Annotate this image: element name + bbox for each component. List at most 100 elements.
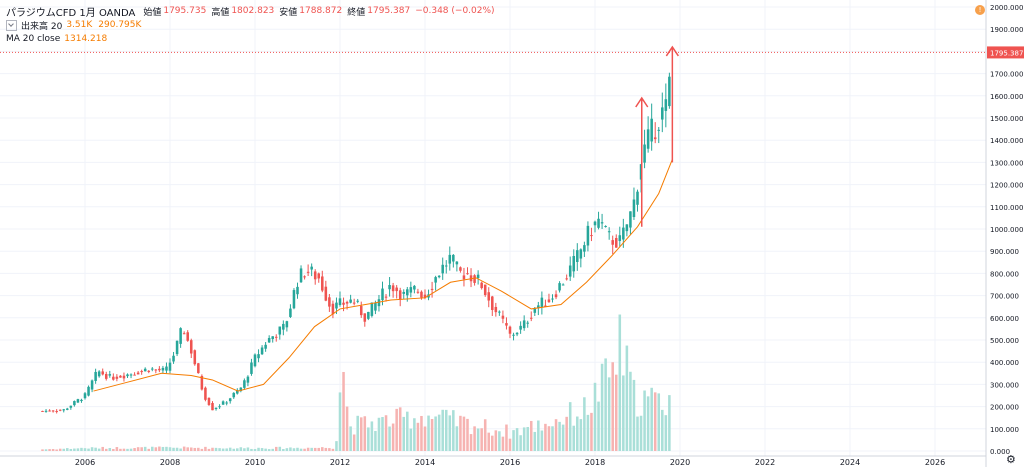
volume-bar (583, 397, 586, 451)
volume-bar (306, 447, 310, 451)
candle-body (494, 306, 498, 313)
candle-body (519, 325, 522, 330)
volume-bar (611, 362, 614, 451)
volume-bar (211, 447, 214, 451)
candle-body (583, 245, 586, 252)
volume-bar (151, 446, 154, 451)
volume-bar (586, 414, 590, 451)
y-tick-label: 900.000 (990, 248, 1019, 256)
candle-body (239, 387, 243, 392)
volume-bar (444, 409, 448, 451)
volume-bar (657, 393, 661, 451)
volume-bar (66, 448, 69, 451)
candle-body (359, 306, 363, 316)
candle-body (90, 380, 94, 390)
volume-bar (650, 387, 653, 451)
volume-bar (289, 447, 292, 451)
volume-bar (377, 417, 381, 451)
candle-body (335, 302, 338, 309)
candle-body (529, 317, 533, 319)
candle-body (398, 290, 402, 300)
candle-body (147, 370, 151, 372)
volume-bar (250, 448, 253, 451)
candle-body (473, 275, 476, 283)
x-tick-label: 2016 (500, 458, 520, 467)
candle-body (122, 375, 126, 379)
candle-body (299, 268, 303, 283)
candle-body (87, 386, 90, 396)
candle-body (597, 218, 600, 228)
candle-body (512, 334, 515, 336)
candle-body (250, 362, 253, 374)
volume-bar (76, 448, 80, 451)
low-value: 1788.872 (299, 6, 343, 16)
candle-body (112, 376, 115, 380)
candle-body (331, 303, 335, 315)
candle-body (579, 249, 583, 259)
close-label: 終値 (347, 7, 366, 18)
symbol-title[interactable]: パラジウムCFD 1月 OANDA (6, 7, 136, 19)
volume-bar (90, 447, 94, 451)
candle-body (614, 238, 618, 248)
candle-body (565, 278, 568, 280)
volume-bar (356, 415, 359, 451)
volume-bar (51, 449, 55, 451)
legend-volume-row[interactable]: 出来高 20 3.51K 290.795K (6, 18, 500, 32)
low-label: 安値 (279, 7, 298, 18)
volume-bar (331, 448, 335, 451)
volume-bar (126, 448, 129, 451)
volume-bar (515, 428, 519, 451)
volume-bar (296, 447, 299, 451)
y-tick-label: 800.000 (990, 270, 1019, 278)
candle-body (94, 371, 97, 381)
volume-bar (69, 448, 73, 451)
volume-bar (430, 418, 434, 451)
volume-bar (278, 446, 282, 451)
volume-bar (112, 448, 115, 451)
candle-body (537, 305, 540, 309)
volume-bar (274, 446, 278, 451)
candle-body (108, 374, 112, 376)
candle-body (441, 264, 444, 274)
volume-bar (94, 447, 97, 451)
candle-body (136, 372, 140, 375)
volume-bar (197, 447, 200, 451)
legend-ma-row[interactable]: MA 20 close 1314.218 (6, 32, 500, 46)
candle-body (186, 332, 189, 341)
volume-bar (622, 375, 625, 451)
candle-body (140, 371, 143, 373)
volume-bar (83, 448, 87, 451)
volume-bar (476, 428, 480, 451)
collapse-toggle-icon[interactable] (6, 19, 17, 31)
volume-bar (519, 435, 522, 451)
volume-bar (614, 374, 618, 451)
volume-bar (629, 371, 632, 451)
volume-bar (653, 392, 657, 451)
settings-gear-icon[interactable]: ⚙ (1006, 453, 1016, 466)
volume-bar (207, 448, 211, 451)
candle-body (661, 107, 664, 120)
candle-body (572, 256, 576, 272)
x-tick-label: 2008 (160, 458, 180, 467)
volume-bar (303, 448, 306, 451)
candle-body (267, 338, 271, 343)
candle-body (158, 368, 161, 371)
candle-body (381, 288, 384, 301)
y-tick-label: 500.000 (990, 337, 1019, 345)
candle-body (388, 284, 391, 290)
volume-bar (58, 448, 62, 451)
candle-body (384, 296, 388, 298)
volume-bar (639, 415, 643, 451)
info-badge-icon[interactable]: ! (975, 5, 985, 15)
volume-bar (225, 448, 228, 451)
volume-bar (335, 441, 338, 451)
candle-body (62, 409, 66, 411)
volume-bar (625, 345, 629, 451)
volume-bar (427, 415, 430, 451)
candle-body (236, 390, 239, 394)
candle-body (593, 221, 597, 226)
y-tick-label: 0.000 (990, 448, 1010, 456)
candle-body (561, 284, 565, 286)
